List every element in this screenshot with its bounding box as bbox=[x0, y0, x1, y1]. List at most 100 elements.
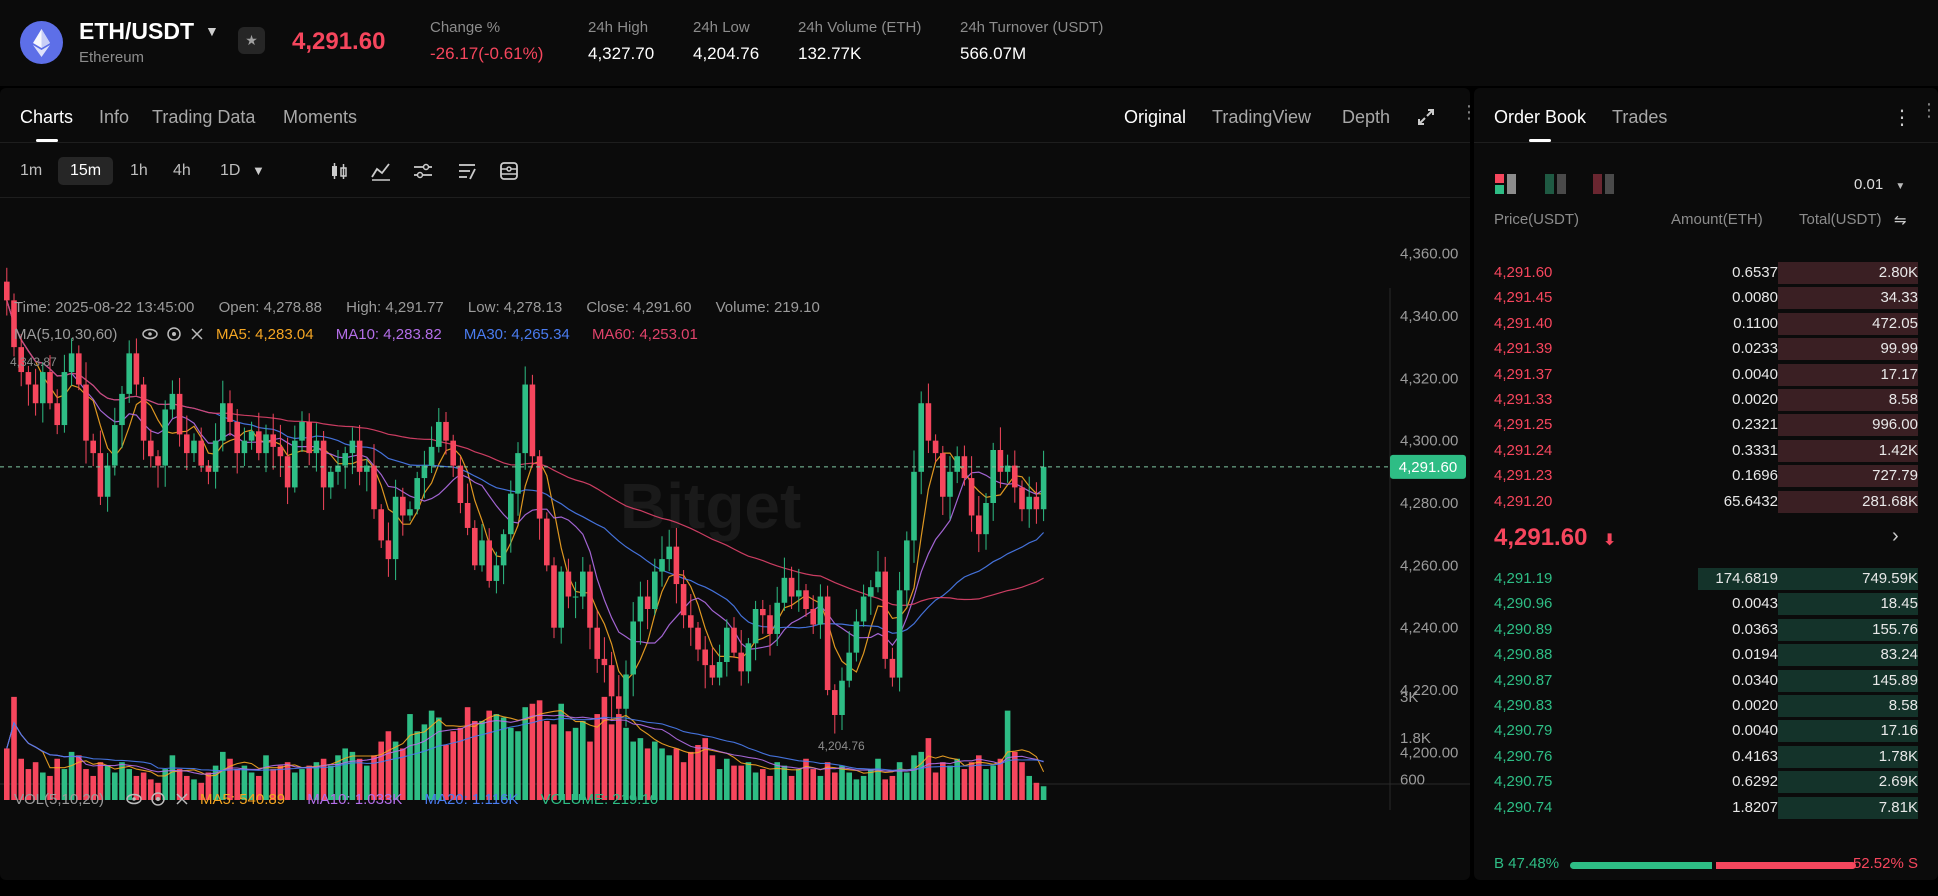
vol-visibility-icon[interactable] bbox=[126, 793, 142, 805]
tab-info[interactable]: Info bbox=[99, 107, 130, 127]
ask-row[interactable]: 4,291.24 0.3331 1.42K bbox=[1494, 439, 1918, 462]
bid-row[interactable]: 4,290.87 0.0340 145.89 bbox=[1494, 669, 1918, 692]
bid-row[interactable]: 4,291.19 174.6819 749.59K bbox=[1494, 567, 1918, 590]
bid-row[interactable]: 4,290.96 0.0043 18.45 bbox=[1494, 592, 1918, 616]
ethereum-logo-icon bbox=[20, 21, 63, 64]
candlestick-icon[interactable] bbox=[328, 160, 350, 182]
bid-row[interactable]: 4,290.88 0.0194 83.24 bbox=[1494, 643, 1918, 667]
row-price: 4,290.89 bbox=[1494, 620, 1553, 638]
ohlc-close: Close: 4,291.60 bbox=[586, 299, 691, 316]
view-tradingview[interactable]: TradingView bbox=[1212, 107, 1312, 127]
vol-settings-icon[interactable] bbox=[151, 792, 165, 806]
compare-icon[interactable] bbox=[412, 160, 434, 182]
view-asks-icon[interactable] bbox=[1592, 173, 1616, 195]
candle-up bbox=[328, 471, 334, 488]
ask-row[interactable]: 4,291.37 0.0040 17.17 bbox=[1494, 363, 1918, 386]
chevron-down-icon[interactable]: ▼ bbox=[252, 163, 265, 178]
tab-charts[interactable]: Charts bbox=[20, 107, 74, 142]
view-both-icon[interactable] bbox=[1494, 173, 1518, 195]
tab-trading-data[interactable]: Trading Data bbox=[152, 107, 256, 127]
volume-bar bbox=[493, 714, 500, 800]
price-tick-label: 4,300.00 bbox=[1400, 433, 1458, 450]
drawing-tools-icon[interactable] bbox=[456, 160, 478, 182]
volume-bar bbox=[500, 717, 507, 800]
volume-bar bbox=[54, 758, 60, 800]
ask-row[interactable]: 4,291.33 0.0020 8.58 bbox=[1494, 388, 1918, 411]
pair-selector[interactable]: ETH/USDT bbox=[79, 18, 194, 44]
candle-down bbox=[529, 384, 536, 457]
current-price-tag bbox=[1390, 454, 1466, 479]
interval-1h[interactable]: 1h bbox=[130, 162, 148, 179]
stat-label: 24h Volume (ETH) bbox=[798, 19, 922, 36]
interval-1d[interactable]: 1D bbox=[220, 162, 241, 179]
depth-bar bbox=[1778, 389, 1918, 411]
bid-row[interactable]: 4,290.83 0.0020 8.58 bbox=[1494, 694, 1918, 717]
volume-bar bbox=[738, 765, 744, 800]
order-book-tabs: Order Book Trades ⋮ ⋮ bbox=[1474, 88, 1938, 143]
volume-bar bbox=[299, 769, 305, 800]
volume-bar bbox=[731, 765, 737, 800]
volume-bar bbox=[810, 769, 816, 800]
bid-row[interactable]: 4,290.79 0.0040 17.16 bbox=[1494, 719, 1918, 743]
vol-ma20: MA20: 1.116K bbox=[424, 791, 518, 808]
depth-bar bbox=[1778, 771, 1918, 794]
volume-bar bbox=[860, 775, 867, 800]
price-chart[interactable]: Bitget 4,360.004,340.004,320.004,300.004… bbox=[0, 198, 1470, 880]
interval-4h[interactable]: 4h bbox=[173, 162, 191, 179]
candle-down bbox=[356, 440, 363, 472]
volume-bar bbox=[796, 769, 802, 800]
view-depth[interactable]: Depth bbox=[1342, 107, 1391, 127]
view-bids-icon[interactable] bbox=[1544, 173, 1568, 195]
ma-visibility-icon[interactable] bbox=[142, 328, 158, 340]
chevron-down-icon: ▼ bbox=[1895, 181, 1906, 192]
tab-trades[interactable]: Trades bbox=[1612, 107, 1668, 127]
expand-icon[interactable] bbox=[1416, 107, 1436, 127]
precision-select[interactable]: 0.01 ▼ bbox=[1854, 176, 1905, 193]
volume-tick-label: 3K bbox=[1400, 689, 1418, 706]
ask-row[interactable]: 4,291.23 0.1696 727.79 bbox=[1494, 464, 1918, 488]
ask-row[interactable]: 4,291.20 65.6432 281.68K bbox=[1494, 490, 1918, 513]
bid-row[interactable]: 4,290.74 1.8207 7.81K bbox=[1494, 796, 1918, 819]
chevron-down-icon[interactable]: ▼ bbox=[205, 23, 219, 39]
candle-down bbox=[882, 571, 888, 659]
vol-close-icon[interactable] bbox=[176, 793, 188, 805]
tab-order-book[interactable]: Order Book bbox=[1494, 107, 1587, 142]
settings-icon[interactable] bbox=[498, 160, 520, 182]
ma-settings-icon[interactable] bbox=[167, 327, 181, 341]
candle-down bbox=[97, 453, 104, 497]
tab-moments[interactable]: Moments bbox=[283, 107, 358, 127]
ohlc-time: Time: 2025-08-22 13:45:00 bbox=[14, 299, 194, 316]
indicator-icon[interactable] bbox=[370, 160, 392, 182]
ask-row[interactable]: 4,291.39 0.0233 99.99 bbox=[1494, 337, 1918, 361]
candle-up bbox=[666, 546, 672, 560]
interval-15m[interactable]: 15m bbox=[58, 157, 114, 185]
vol-values: MA5: 540.89 MA10: 1.033K MA20: 1.116K VO… bbox=[200, 791, 658, 808]
bid-row[interactable]: 4,290.76 0.4163 1.78K bbox=[1494, 745, 1918, 768]
star-icon[interactable]: ★ bbox=[238, 27, 265, 54]
volume-bar bbox=[76, 755, 82, 800]
bid-row[interactable]: 4,290.75 0.6292 2.69K bbox=[1494, 770, 1918, 794]
sort-icon[interactable]: ⇋ bbox=[1894, 212, 1907, 229]
interval-1m[interactable]: 1m bbox=[20, 162, 43, 179]
ask-row[interactable]: 4,291.60 0.6537 2.80K bbox=[1494, 261, 1918, 284]
candle-down bbox=[709, 665, 716, 678]
more-icon[interactable]: ⋮ bbox=[1460, 102, 1470, 122]
chevron-right-icon[interactable]: › bbox=[1892, 525, 1899, 547]
ma-close-icon[interactable] bbox=[191, 328, 203, 340]
candle-up bbox=[112, 425, 118, 466]
volume-bar bbox=[565, 731, 572, 800]
volume-bar bbox=[1019, 762, 1025, 800]
ask-row[interactable]: 4,291.40 0.1100 472.05 bbox=[1494, 312, 1918, 335]
ask-row[interactable]: 4,291.45 0.0080 34.33 bbox=[1494, 286, 1918, 310]
ask-row[interactable]: 4,291.25 0.2321 996.00 bbox=[1494, 413, 1918, 437]
volume-bar bbox=[515, 731, 521, 800]
bid-row[interactable]: 4,290.89 0.0363 155.76 bbox=[1494, 618, 1918, 641]
row-price: 4,291.39 bbox=[1494, 340, 1553, 358]
candle-up bbox=[342, 453, 348, 466]
volume-bar bbox=[450, 731, 456, 800]
price-tick-label: 4,260.00 bbox=[1400, 557, 1458, 574]
more-icon[interactable]: ⋮ bbox=[1892, 107, 1912, 129]
view-original[interactable]: Original bbox=[1124, 107, 1187, 127]
more-icon[interactable]: ⋮ bbox=[1920, 100, 1938, 120]
candle-up bbox=[500, 534, 507, 566]
